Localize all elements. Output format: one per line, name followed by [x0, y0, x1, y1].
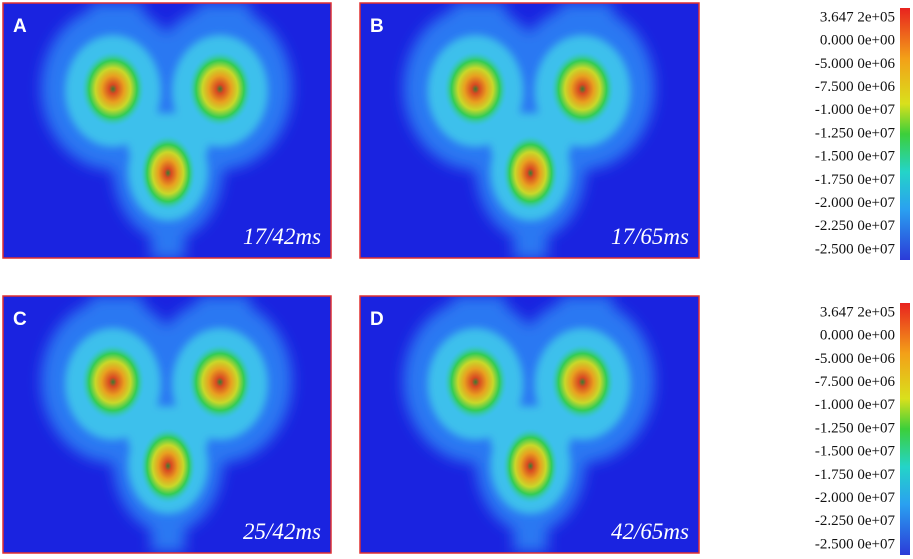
colorbar-tick-label: 0.000 0e+00	[820, 328, 895, 344]
colorbar-tick-label: 3.647 2e+05	[820, 9, 895, 25]
panel-label: C	[13, 309, 27, 330]
colorbar-tick-label: -1.750 0e+07	[815, 467, 896, 483]
panel-image	[360, 3, 699, 258]
panel-time: 25/42ms	[243, 519, 321, 544]
colorbar-tick-label: -1.000 0e+07	[815, 102, 896, 118]
panel-image	[360, 296, 699, 553]
panel-label: D	[370, 309, 384, 330]
panel-image	[3, 3, 331, 258]
colorbar-tick-label: -5.000 0e+06	[815, 56, 896, 72]
colorbar-tick-label: -5.000 0e+06	[815, 351, 896, 367]
colorbar-tick-label: -1.750 0e+07	[815, 172, 896, 188]
colorbar: 3.647 2e+05 0.000 0e+00 -5.000 0e+06 -7.500…	[815, 8, 910, 260]
panel-border	[359, 2, 700, 259]
contour-panel: C 25/42ms	[2, 295, 332, 554]
colorbar-tick-label: -2.000 0e+07	[815, 195, 896, 211]
panel-label: A	[13, 16, 27, 37]
panel-border	[2, 2, 332, 259]
panel-time: 17/65ms	[611, 224, 689, 249]
panel-image	[3, 296, 331, 553]
colorbar-tick-label: -2.500 0e+07	[815, 536, 896, 552]
colorbar-tick-label: -2.000 0e+07	[815, 490, 896, 506]
colorbar-tick-label: -1.500 0e+07	[815, 444, 896, 460]
panel-border	[359, 295, 700, 554]
colorbar-tick-label: -2.250 0e+07	[815, 218, 896, 234]
panel-label: B	[370, 16, 384, 37]
colorbar-tick-label: -2.500 0e+07	[815, 241, 896, 257]
colorbar-strip	[900, 303, 910, 555]
panel-border	[2, 295, 332, 554]
contour-panel: A 17/42ms	[2, 2, 332, 259]
colorbar-tick-label: -7.500 0e+06	[815, 79, 896, 95]
colorbar-tick-label: -1.250 0e+07	[815, 420, 896, 436]
colorbar-tick-label: -1.250 0e+07	[815, 125, 896, 141]
colorbar-tick-label: 3.647 2e+05	[820, 304, 895, 320]
colorbar-strip	[900, 8, 910, 260]
colorbar-tick-label: -2.250 0e+07	[815, 513, 896, 529]
colorbar-tick-label: -7.500 0e+06	[815, 374, 896, 390]
panel-time: 42/65ms	[611, 519, 689, 544]
colorbar-tick-label: -1.000 0e+07	[815, 397, 896, 413]
colorbar-tick-label: -1.500 0e+07	[815, 149, 896, 165]
contour-panel: D 42/65ms	[359, 295, 700, 554]
contour-panel: B 17/65ms	[359, 2, 700, 259]
colorbar-tick-label: 0.000 0e+00	[820, 33, 895, 49]
colorbar: 3.647 2e+05 0.000 0e+00 -5.000 0e+06 -7.500…	[815, 303, 910, 555]
panel-time: 17/42ms	[243, 224, 321, 249]
